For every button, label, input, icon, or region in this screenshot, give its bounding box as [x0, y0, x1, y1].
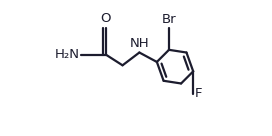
Text: F: F	[194, 87, 202, 100]
Text: Br: Br	[162, 13, 176, 26]
Text: O: O	[100, 12, 111, 25]
Text: H₂N: H₂N	[54, 48, 79, 61]
Text: NH: NH	[129, 37, 149, 50]
